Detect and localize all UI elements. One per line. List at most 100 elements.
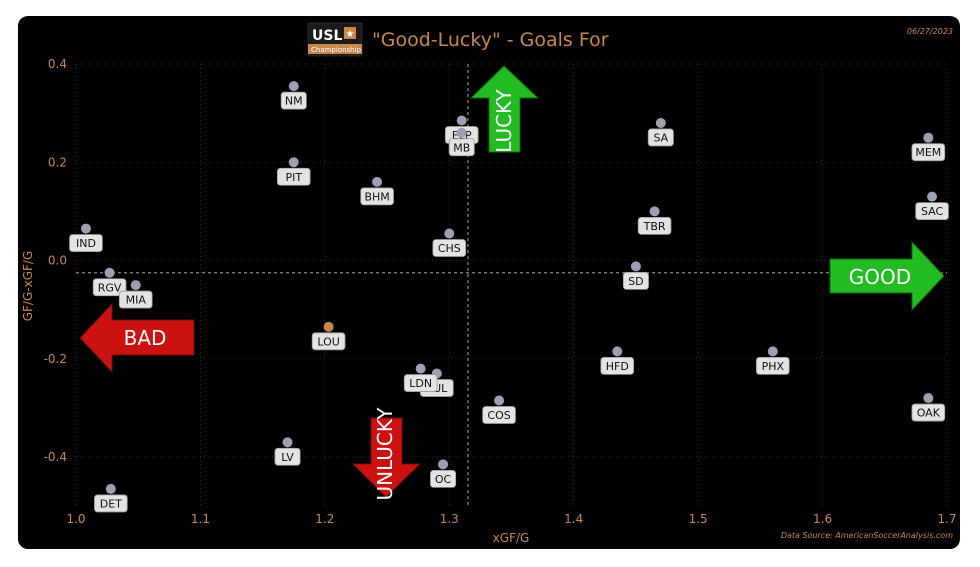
point-label-box [92, 278, 127, 297]
y-axis-label: GF/G-xGF/G [21, 251, 35, 322]
point-label: IND [76, 237, 96, 250]
point-label-box [94, 494, 128, 513]
point-label: COS [487, 409, 510, 422]
y-tick-label: 0.4 [48, 57, 67, 71]
point-label-box [69, 234, 103, 252]
point-marker [655, 117, 666, 128]
x-axis-label: xGF/G [493, 531, 530, 545]
point-label: OC [435, 473, 452, 486]
data-point-mia: MIA [118, 280, 153, 309]
x-tick-label: 1.0 [66, 512, 85, 526]
unlucky-label: UNLUCKY [373, 407, 397, 501]
chart-title: "Good-Lucky" - Goals For [372, 29, 609, 51]
point-marker [923, 393, 934, 404]
point-marker [130, 280, 141, 291]
point-label-box [647, 128, 674, 147]
data-point-tbr: TBR [637, 206, 672, 235]
grid-layer [75, 63, 948, 506]
point-label: DET [100, 497, 122, 510]
point-marker [415, 363, 426, 374]
point-label: RGV [98, 281, 122, 294]
data-point-mb: MB [448, 127, 475, 157]
x-tick-label: 1.2 [315, 512, 334, 526]
point-label: LDN [409, 377, 432, 390]
point-label-box [915, 202, 949, 221]
point-label-box [432, 239, 467, 257]
data-point-chs: CHS [432, 228, 467, 257]
point-label: MB [453, 141, 470, 154]
x-tick-label: 1.5 [689, 512, 708, 526]
point-label: CHS [438, 242, 461, 255]
point-label-box [403, 374, 438, 392]
good-arrow: GOOD [829, 240, 945, 312]
x-tick-label: 1.7 [937, 512, 956, 526]
point-label-box [311, 332, 346, 351]
data-point-mem: MEM [911, 132, 946, 162]
point-marker [494, 395, 505, 406]
data-point-oak: OAK [911, 393, 946, 422]
point-label-box [118, 290, 153, 309]
point-marker [372, 176, 383, 187]
point-label-box [448, 138, 475, 157]
data-point-ldn: LDN [403, 363, 438, 392]
point-label-box [756, 356, 790, 375]
logo-subtext: Championship [311, 46, 362, 54]
point-label: MIA [126, 294, 147, 307]
point-label-box [430, 469, 457, 488]
point-label: SD [628, 275, 643, 288]
data-point-rgv: RGV [92, 267, 127, 297]
point-label: LV [281, 451, 294, 464]
point-marker [323, 321, 334, 332]
point-marker [630, 261, 641, 272]
point-marker [767, 346, 778, 357]
usl-logo: USL ★ Championship [307, 22, 363, 57]
point-label: HFD [606, 360, 629, 373]
data-point-nm: NM [280, 81, 307, 110]
data-source: Data Source: AmericanSoccerAnalysis.com [781, 531, 953, 540]
data-point-phx: PHX [756, 346, 790, 375]
point-label-box [274, 447, 301, 466]
point-label: LOU [317, 335, 339, 348]
point-marker [80, 223, 91, 234]
point-label: NM [285, 95, 303, 108]
data-point-oc: OC [430, 459, 457, 488]
point-marker [105, 483, 116, 494]
point-marker [923, 132, 934, 143]
tick-labels: 1.0 1.1 1.2 1.3 1.4 1.5 1.6 1.7 0.4 0.2 0.0 -0.2 -0.… [44, 57, 957, 526]
point-label: PHX [762, 360, 785, 373]
point-marker [288, 81, 299, 92]
x-tick-label: 1.6 [813, 512, 832, 526]
point-label: SA [653, 131, 668, 144]
point-marker [927, 191, 938, 202]
data-point-cos: COS [482, 395, 516, 424]
point-label-box [637, 216, 672, 235]
data-point-lou: LOU [311, 321, 346, 351]
point-label: PIT [285, 171, 302, 184]
unlucky-arrow: UNLUCKY [351, 407, 422, 501]
point-marker [649, 206, 660, 217]
data-point-bhm: BHM [360, 176, 394, 206]
data-point-sa: SA [647, 117, 674, 147]
x-tick-label: 1.3 [440, 512, 459, 526]
point-label-box [600, 356, 635, 375]
data-point-ind: IND [69, 223, 103, 252]
point-marker [438, 459, 449, 470]
data-point-pit: PIT [276, 157, 311, 186]
x-tick-label: 1.4 [564, 512, 583, 526]
point-label-box [280, 91, 307, 110]
logo-text: USL [312, 28, 342, 44]
good-label: GOOD [849, 265, 911, 289]
bad-label: BAD [124, 326, 167, 350]
lucky-label: LUCKY [492, 89, 516, 153]
y-tick-label: -0.4 [44, 450, 67, 464]
data-points: NMELPMBSAMEMPITBHMSACINDTBRCHSSDRGVMIALO… [69, 81, 949, 513]
point-marker [282, 437, 293, 448]
point-label-box [360, 187, 394, 206]
chart-date: 06/27/2023 [907, 27, 953, 36]
y-tick-label: -0.2 [44, 352, 67, 366]
point-label-box [622, 271, 649, 290]
data-point-det: DET [94, 483, 128, 513]
x-tick-label: 1.1 [191, 512, 210, 526]
point-marker [456, 127, 467, 138]
